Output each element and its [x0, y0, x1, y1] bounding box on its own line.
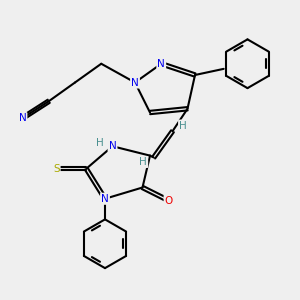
Text: N: N — [19, 113, 26, 123]
Text: S: S — [53, 164, 60, 174]
Text: H: H — [95, 137, 103, 148]
Text: H: H — [140, 157, 147, 167]
Text: N: N — [109, 141, 116, 151]
Text: N: N — [101, 194, 109, 204]
Text: N: N — [131, 77, 139, 88]
Text: O: O — [165, 196, 173, 206]
Text: H: H — [179, 121, 187, 130]
Text: N: N — [158, 59, 165, 69]
